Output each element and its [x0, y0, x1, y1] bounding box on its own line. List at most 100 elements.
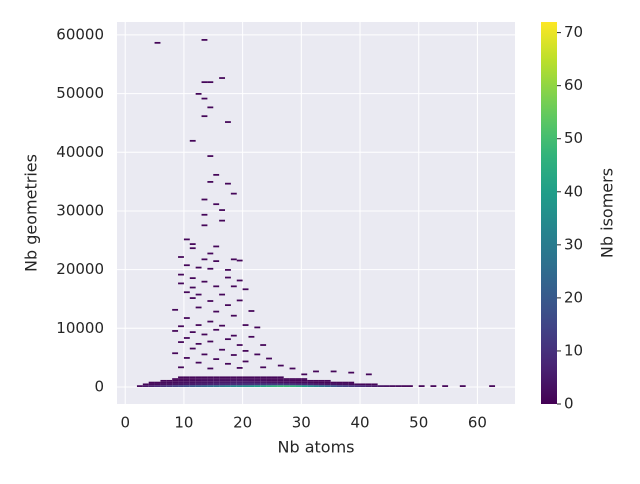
heatmap-cell: [318, 385, 325, 387]
heatmap-cell: [236, 344, 243, 346]
plot-area: [117, 22, 515, 404]
heatmap-cell: [289, 379, 296, 382]
heatmap-cell: [307, 383, 314, 386]
heatmap-cell: [266, 383, 272, 386]
heatmap-cell: [230, 385, 237, 387]
heatmap-cell: [207, 378, 214, 380]
heatmap-cell: [183, 381, 190, 384]
heatmap-cell: [178, 378, 184, 380]
heatmap-cell: [230, 258, 237, 261]
x-tick-label: 30: [292, 414, 311, 432]
heatmap-cell: [172, 381, 179, 384]
heatmap-cell: [383, 385, 390, 387]
heatmap-cell: [201, 376, 208, 379]
heatmap-cell: [248, 335, 255, 338]
heatmap-cell: [318, 381, 325, 384]
heatmap-cell: [183, 379, 190, 382]
heatmap-cell: [225, 362, 231, 365]
heatmap-cell: [207, 106, 214, 109]
heatmap-cell: [260, 366, 267, 369]
heatmap-cell: [242, 360, 249, 363]
y-axis-label: Nb geometries: [22, 154, 41, 272]
heatmap-cell: [254, 353, 261, 356]
heatmap-cell: [342, 385, 349, 387]
heatmap-cell: [289, 383, 296, 386]
heatmap-cell: [154, 41, 161, 44]
heatmap-cell: [225, 381, 231, 384]
heatmap-cell: [283, 381, 290, 384]
heatmap-cell: [342, 381, 349, 384]
heatmap-cell: [225, 378, 231, 380]
heatmap-cell: [160, 383, 167, 386]
heatmap-cell: [219, 293, 226, 296]
heatmap-cell: [201, 213, 208, 216]
heatmap-cell: [225, 269, 231, 271]
heatmap-cell: [178, 383, 184, 386]
x-tick-label: 0: [120, 414, 130, 432]
heatmap-cell: [313, 385, 319, 387]
heatmap-cell: [195, 293, 202, 296]
heatmap-cell: [225, 338, 231, 341]
heatmap-cell: [295, 381, 302, 384]
heatmap-cell: [348, 385, 355, 387]
heatmap-cell: [318, 383, 325, 386]
heatmap-cell: [406, 385, 413, 387]
heatmap-cell: [225, 121, 231, 123]
heatmap-cell: [201, 39, 208, 41]
heatmap-cell: [172, 308, 179, 311]
heatmap-cell: [201, 81, 208, 84]
heatmap-cell: [225, 385, 231, 387]
heatmap-cell: [225, 376, 231, 379]
heatmap-cell: [172, 383, 179, 386]
heatmap-cell: [230, 379, 237, 382]
heatmap-cell: [189, 378, 196, 380]
heatmap-cell: [266, 385, 272, 387]
heatmap-cell: [283, 383, 290, 386]
heatmap-cell: [178, 325, 184, 328]
heatmap-cell: [295, 379, 302, 382]
heatmap-cell: [365, 383, 372, 386]
heatmap-cell: [254, 383, 261, 386]
heatmap-cell: [236, 381, 243, 384]
y-tick-label: 40000: [56, 143, 104, 161]
x-tick-label: 40: [350, 414, 369, 432]
heatmap-cell: [348, 371, 355, 374]
heatmap-cell: [301, 385, 308, 387]
heatmap-cell: [213, 358, 220, 360]
heatmap-cell: [172, 330, 179, 332]
heatmap-cell: [148, 385, 155, 387]
heatmap-cell: [189, 385, 196, 387]
heatmap-cell: [219, 77, 226, 79]
heatmap-cell: [271, 379, 278, 382]
heatmap-cell: [207, 340, 214, 343]
heatmap-cell: [201, 381, 208, 384]
heatmap-cell: [207, 367, 214, 370]
heatmap-cell: [142, 385, 149, 387]
heatmap-cell: [160, 381, 167, 384]
heatmap-cell: [213, 173, 220, 176]
heatmap-cell: [219, 379, 226, 382]
heatmap-cell: [277, 378, 284, 380]
heatmap-cell: [295, 385, 302, 387]
heatmap-cell: [178, 366, 184, 369]
heatmap-cell: [260, 376, 267, 379]
heatmap-cell: [207, 81, 214, 84]
x-tick-label: 60: [468, 414, 487, 432]
heatmap-cell: [271, 381, 278, 384]
colorbar-tick-label: 40: [564, 182, 583, 200]
heatmap-cell: [236, 279, 243, 282]
heatmap-cell: [172, 385, 179, 387]
heatmap-cell: [213, 376, 220, 379]
heatmap-cell: [201, 280, 208, 283]
heatmap-cell: [242, 376, 249, 379]
x-tick-label: 10: [174, 414, 193, 432]
heatmap-cell: [172, 379, 179, 382]
heatmap-cell: [371, 385, 378, 387]
heatmap-cell: [136, 385, 143, 387]
heatmap-cell: [271, 378, 278, 380]
heatmap-cell: [360, 383, 366, 386]
heatmap-cell: [260, 344, 267, 346]
heatmap-cell: [248, 379, 255, 382]
heatmap-cell: [230, 378, 237, 380]
heatmap-cell: [201, 224, 208, 227]
